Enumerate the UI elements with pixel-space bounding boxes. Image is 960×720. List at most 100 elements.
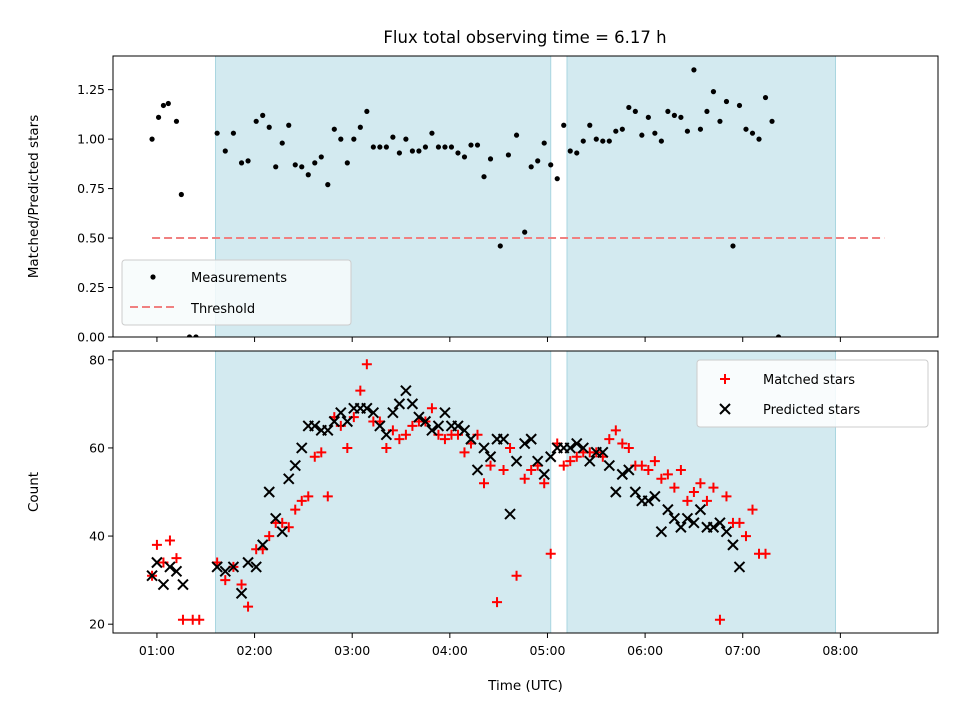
measurement-point bbox=[652, 130, 658, 136]
predicted-star-point bbox=[157, 578, 170, 591]
predicted-star-point bbox=[525, 433, 537, 445]
measurement-point bbox=[383, 144, 389, 150]
predicted-star-point bbox=[564, 442, 576, 454]
predicted-star-point bbox=[571, 437, 583, 450]
measurement-point bbox=[435, 144, 442, 150]
predicted-star-point bbox=[164, 561, 176, 573]
x-tick-label: 08:00 bbox=[822, 643, 858, 658]
predicted-star-point bbox=[406, 398, 419, 410]
measurement-point bbox=[606, 138, 612, 144]
measurement-point bbox=[691, 67, 697, 73]
matched-star-point bbox=[220, 575, 231, 586]
matched-star-point bbox=[539, 478, 550, 489]
matched-star-point bbox=[243, 601, 254, 612]
y-tick-label: 1.25 bbox=[77, 82, 105, 97]
predicted-star-point bbox=[471, 464, 484, 476]
measurement-point bbox=[587, 122, 593, 128]
legend-label-predicted: Predicted stars bbox=[763, 403, 860, 418]
measurement-point bbox=[769, 118, 775, 124]
measurement-point bbox=[528, 164, 534, 170]
predicted-star-point bbox=[675, 521, 687, 533]
measurement-point bbox=[505, 152, 512, 158]
ratio-panel: 0.00 0.25 0.50 0.75 1.00 1.25 Matched/Predicte… bbox=[26, 55, 939, 345]
matched-star-point bbox=[322, 491, 333, 502]
predicted-star-point bbox=[227, 561, 240, 573]
predicted-star-point bbox=[367, 406, 380, 419]
legend-marker-predicted bbox=[719, 403, 731, 415]
measurement-point bbox=[710, 89, 717, 95]
x-tick-label: 05:00 bbox=[529, 643, 565, 658]
matched-star-point bbox=[675, 464, 686, 475]
predicted-star-point bbox=[478, 442, 490, 454]
axes-frame bbox=[112, 350, 939, 634]
predicted-star-point bbox=[380, 429, 393, 441]
y-tick-label: 60 bbox=[89, 440, 105, 455]
matched-star-point bbox=[643, 464, 654, 475]
measurement-point bbox=[305, 172, 311, 178]
y-tick-label: 0.50 bbox=[77, 231, 105, 246]
predicted-star-point bbox=[545, 451, 557, 463]
predicted-star-point bbox=[242, 556, 254, 569]
matched-star-point bbox=[721, 491, 732, 502]
predicted-star-point bbox=[688, 517, 700, 529]
predicted-star-point bbox=[458, 424, 471, 437]
predicted-star-point bbox=[655, 525, 668, 538]
matched-star-point bbox=[649, 456, 660, 467]
predicted-star-point bbox=[400, 384, 412, 397]
predicted-star-point bbox=[439, 406, 451, 419]
matched-star-point bbox=[459, 447, 470, 458]
measurement-point bbox=[775, 334, 782, 337]
measurement-point bbox=[723, 98, 730, 105]
predicted-star-point bbox=[322, 424, 334, 437]
matched-star-point bbox=[479, 478, 490, 489]
x-tick-label: 02:00 bbox=[237, 643, 273, 658]
matched-star-point bbox=[498, 464, 509, 475]
predicted-star-point bbox=[328, 415, 341, 428]
matched-star-point bbox=[682, 495, 693, 506]
matched-star-point bbox=[381, 442, 392, 453]
figure-title: Flux total observing time = 6.17 h bbox=[383, 28, 666, 47]
matched-star-point bbox=[617, 438, 628, 449]
measurement-point bbox=[292, 162, 298, 168]
measurement-point bbox=[497, 243, 503, 249]
predicted-star-point bbox=[419, 415, 432, 428]
predicted-star-point bbox=[465, 433, 477, 445]
predicted-star-point bbox=[497, 433, 510, 445]
measurement-point bbox=[442, 144, 448, 150]
predicted-star-point bbox=[629, 486, 642, 498]
y-axis-label: Count bbox=[26, 472, 42, 512]
matched-star-point bbox=[656, 473, 667, 484]
x-tick-label: 04:00 bbox=[432, 643, 468, 658]
matched-star-point bbox=[526, 464, 537, 475]
predicted-star-point bbox=[714, 517, 726, 529]
predicted-star-point bbox=[432, 420, 445, 432]
measurement-point bbox=[671, 112, 677, 118]
matched-star-point bbox=[662, 469, 673, 480]
matched-star-point bbox=[394, 434, 405, 445]
measurement-point bbox=[178, 191, 184, 198]
measurement-point bbox=[351, 136, 357, 142]
predicted-star-point bbox=[662, 503, 674, 516]
matched-star-point bbox=[610, 425, 621, 436]
measurement-point bbox=[238, 160, 245, 166]
predicted-star-point bbox=[263, 486, 275, 498]
matched-star-point bbox=[760, 548, 771, 559]
matched-star-point bbox=[485, 460, 496, 471]
measurement-point bbox=[299, 164, 305, 170]
measurement-point bbox=[756, 136, 762, 142]
measurement-point bbox=[160, 102, 167, 109]
x-tick-label: 03:00 bbox=[334, 643, 370, 658]
matched-star-point bbox=[604, 434, 615, 445]
matched-star-point bbox=[669, 482, 680, 493]
legend-label-measurements: Measurements bbox=[191, 271, 287, 286]
measurement-point bbox=[600, 138, 606, 144]
matched-star-point bbox=[151, 539, 162, 550]
measurement-point bbox=[561, 122, 567, 128]
x-tick-label: 07:00 bbox=[725, 643, 761, 658]
measurement-point bbox=[574, 150, 580, 156]
matched-star-point bbox=[695, 478, 706, 489]
measurement-point bbox=[312, 160, 318, 166]
predicted-star-point bbox=[361, 402, 373, 414]
measurement-point bbox=[357, 124, 363, 130]
